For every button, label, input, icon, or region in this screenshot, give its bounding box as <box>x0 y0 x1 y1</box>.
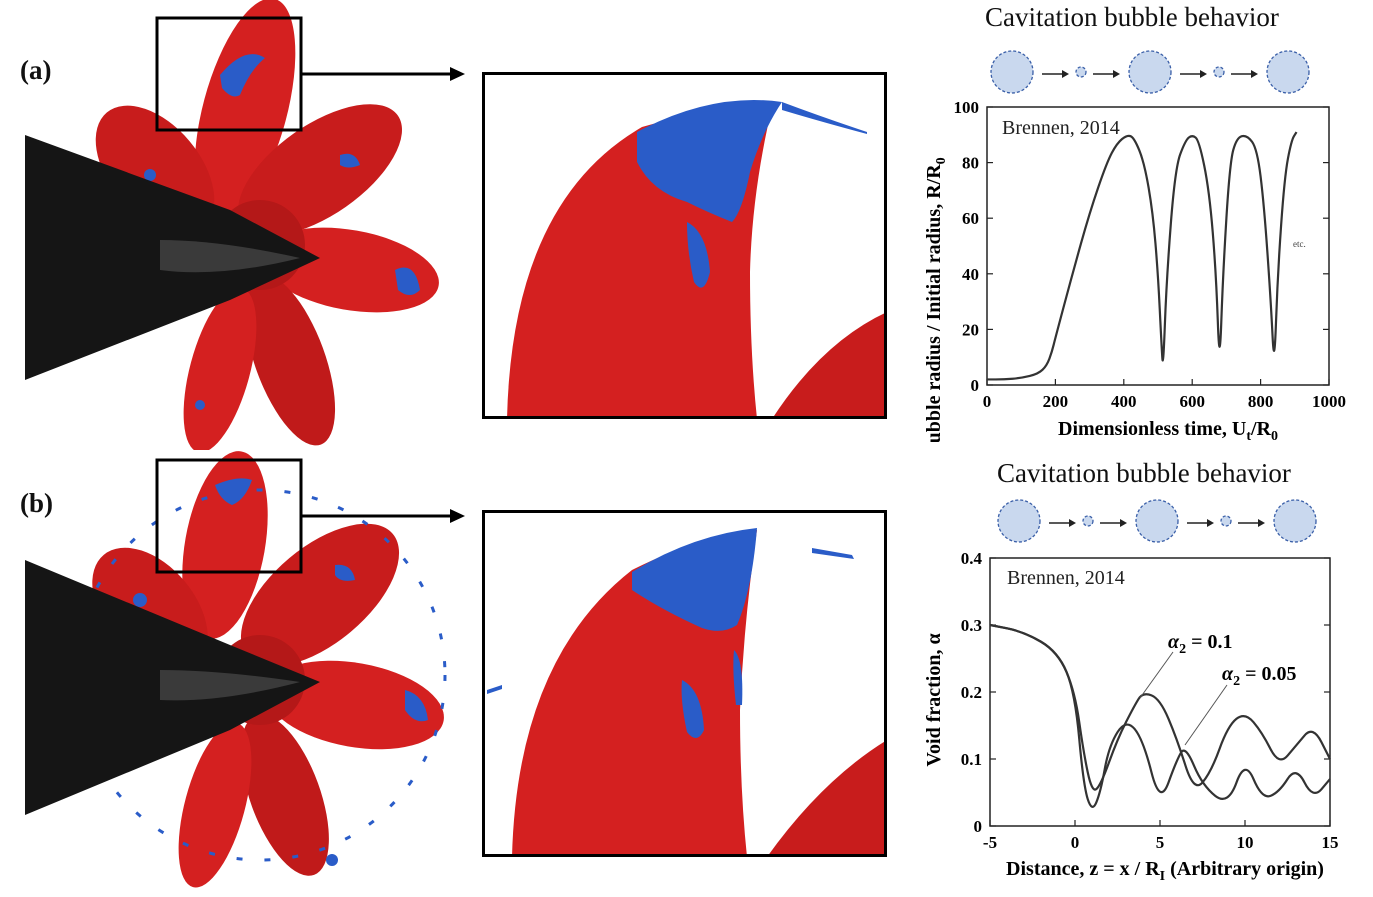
x-tick-label-b-1: 0 <box>1071 833 1080 852</box>
panel-label-b: (b) <box>20 488 53 518</box>
arrowhead-icon-a-1 <box>1113 70 1120 78</box>
zoomed-blade-tip-a <box>482 72 887 419</box>
y-tick-label-a-4: 80 <box>962 154 979 173</box>
x-tick-label-a-2: 400 <box>1111 392 1137 411</box>
leader-line-b-1 <box>1184 684 1228 746</box>
y-axis-label-a: Bubble radius / Initial radius, R/R0 <box>923 157 949 442</box>
cavitation-ring-b <box>73 488 447 862</box>
plot-frame-b <box>989 557 1331 827</box>
source-text-a: Brennen, 2014 <box>1002 117 1120 139</box>
series-line-a <box>987 131 1298 381</box>
y-tick-label-a-2: 40 <box>962 265 979 284</box>
arrowhead-icon-a-0 <box>1062 70 1069 78</box>
cavitation-patches-a <box>144 54 420 410</box>
series-line-b-1 <box>989 623 1331 808</box>
bubble-icon-b-2 <box>1135 499 1179 543</box>
bubble-icon-b-3 <box>1220 515 1232 527</box>
arrowhead-icon-a-2 <box>1200 70 1207 78</box>
annotation-a: etc. <box>1293 239 1306 249</box>
bubble-icon-a-2 <box>1128 50 1172 94</box>
bubble-sequence-b <box>997 499 1317 543</box>
cavitation-patches-b <box>133 478 428 866</box>
bubble-icon-b-1 <box>1082 515 1094 527</box>
source-text-b: Brennen, 2014 <box>1007 567 1125 589</box>
y-tick-label-b-3: 0.3 <box>961 616 982 635</box>
bubble-icon-a-4 <box>1266 50 1310 94</box>
bubble-icon-a-1 <box>1075 66 1087 78</box>
propeller-render-a <box>25 0 465 450</box>
y-tick-label-b-1: 0.1 <box>961 750 982 769</box>
zoomed-blade-tip-b <box>482 510 887 857</box>
x-tick-label-b-4: 15 <box>1322 833 1339 852</box>
x-tick-label-a-4: 800 <box>1248 392 1274 411</box>
bubble-sequence-a <box>990 50 1310 94</box>
y-tick-label-b-2: 0.2 <box>961 683 982 702</box>
arrowhead-icon-b-0 <box>1069 519 1076 527</box>
x-tick-label-b-2: 5 <box>1156 833 1165 852</box>
x-tick-label-a-5: 1000 <box>1312 392 1346 411</box>
arrowhead-icon-b-3 <box>1258 519 1265 527</box>
x-tick-label-b-3: 10 <box>1237 833 1254 852</box>
series-label-b-1: α2 = 0.05 <box>1222 663 1296 689</box>
bubble-icon-a-3 <box>1213 66 1225 78</box>
hub-shaft-b <box>25 560 320 815</box>
series-label-b-0: α2 = 0.1 <box>1168 631 1232 657</box>
x-axis-label-a: Dimensionless time, Ut/R0 <box>1058 418 1278 442</box>
y-axis-label-b: Void fraction, α <box>923 633 945 766</box>
arrowhead-icon-a-3 <box>1251 70 1258 78</box>
x-tick-label-a-1: 200 <box>1043 392 1069 411</box>
bubble-icon-b-4 <box>1273 499 1317 543</box>
y-tick-label-a-1: 20 <box>962 320 979 339</box>
y-tick-label-a-5: 100 <box>954 98 980 117</box>
x-tick-label-b-0: -5 <box>983 833 997 852</box>
arrowhead-icon-b-2 <box>1207 519 1214 527</box>
propeller-render-b <box>25 451 465 888</box>
chart-title-b: Cavitation bubble behavior <box>997 458 1291 488</box>
y-tick-label-b-4: 0.4 <box>961 549 983 568</box>
bubble-icon-a-0 <box>990 50 1034 94</box>
y-tick-label-b-0: 0 <box>974 817 983 836</box>
chart-title-a: Cavitation bubble behavior <box>985 2 1279 32</box>
panel-label-a: (a) <box>20 55 52 85</box>
y-tick-label-a-3: 60 <box>962 209 979 228</box>
chart-a: 0 200 400 600 800 1000 0 20 40 60 80 100 Brennen, 2… <box>923 98 1346 442</box>
plot-frame-a <box>986 106 1330 386</box>
hub-shaft-a <box>25 135 320 380</box>
bubble-icon-b-0 <box>997 499 1041 543</box>
arrowhead-icon-b-1 <box>1120 519 1127 527</box>
y-tick-label-a-0: 0 <box>971 376 980 395</box>
x-tick-label-a-0: 0 <box>983 392 992 411</box>
leader-line-b-0 <box>1139 651 1174 699</box>
x-axis-label-b: Distance, z = x / RI (Arbitrary origin) <box>1006 858 1324 884</box>
x-tick-label-a-3: 600 <box>1179 392 1205 411</box>
